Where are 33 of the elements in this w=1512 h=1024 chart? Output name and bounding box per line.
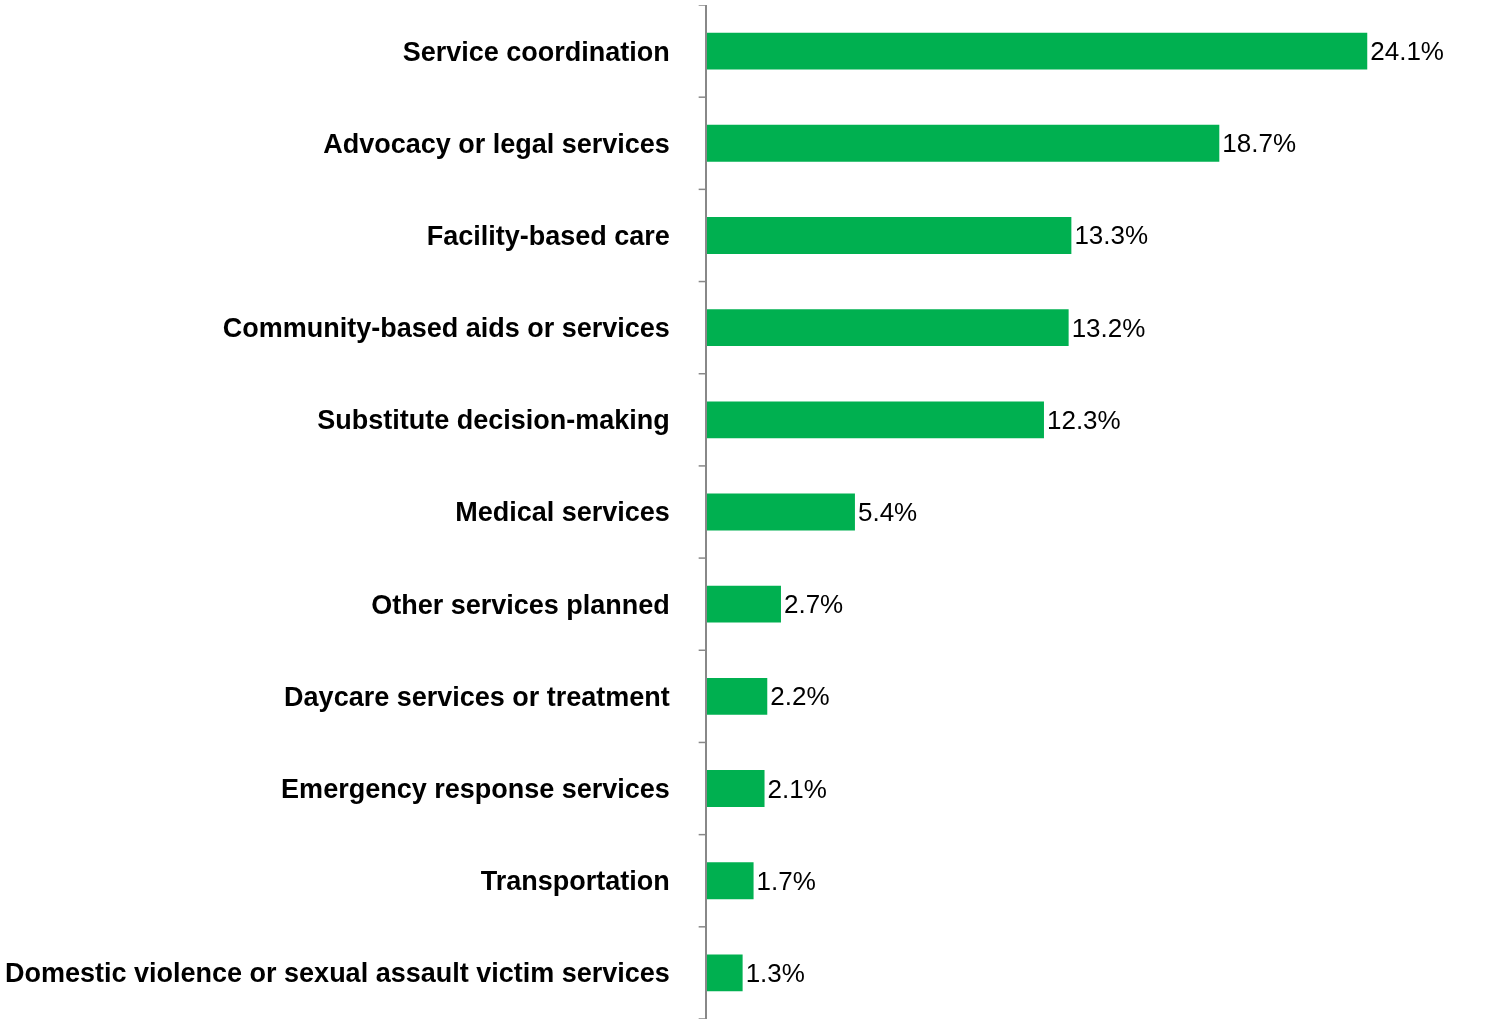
y-tick-label: Community-based aids or services	[222, 313, 670, 344]
data-label: 13.3%	[1074, 220, 1149, 251]
bar	[707, 770, 765, 807]
bar	[707, 585, 781, 623]
bar	[707, 862, 754, 900]
bar	[707, 217, 1072, 254]
y-tick-label: Transportation	[480, 866, 670, 897]
y-tick-label: Service coordination	[402, 36, 670, 67]
y-tick-label: Daycare services or treatment	[284, 681, 670, 712]
y-tick-label: Other services planned	[371, 589, 670, 620]
bar	[707, 677, 768, 715]
bar	[707, 493, 855, 531]
data-label: 2.2%	[770, 681, 830, 712]
y-tick-label: Substitute decision-making	[317, 405, 670, 436]
data-label: 2.7%	[783, 589, 844, 620]
data-label: 18.7%	[1222, 128, 1297, 159]
y-tick-label: Advocacy or legal services	[323, 128, 670, 159]
bar	[707, 954, 743, 992]
data-label: 5.4%	[857, 497, 918, 527]
data-label: 1.7%	[756, 865, 816, 896]
bar	[707, 309, 1069, 347]
y-tick-label: Emergency response services	[281, 774, 670, 804]
y-tick-label: Medical services	[455, 497, 670, 528]
data-label: 13.2%	[1071, 312, 1146, 343]
y-tick-label: Facility-based care	[426, 220, 670, 251]
bar	[707, 124, 1220, 162]
data-label: 1.3%	[745, 957, 805, 988]
y-tick-label: Domestic violence or sexual assault victim services	[4, 958, 670, 989]
bar	[707, 401, 1044, 439]
data-label: 2.1%	[767, 773, 827, 804]
data-label: 12.3%	[1046, 404, 1121, 435]
bar	[707, 32, 1368, 70]
data-label: 24.1%	[1370, 36, 1444, 67]
